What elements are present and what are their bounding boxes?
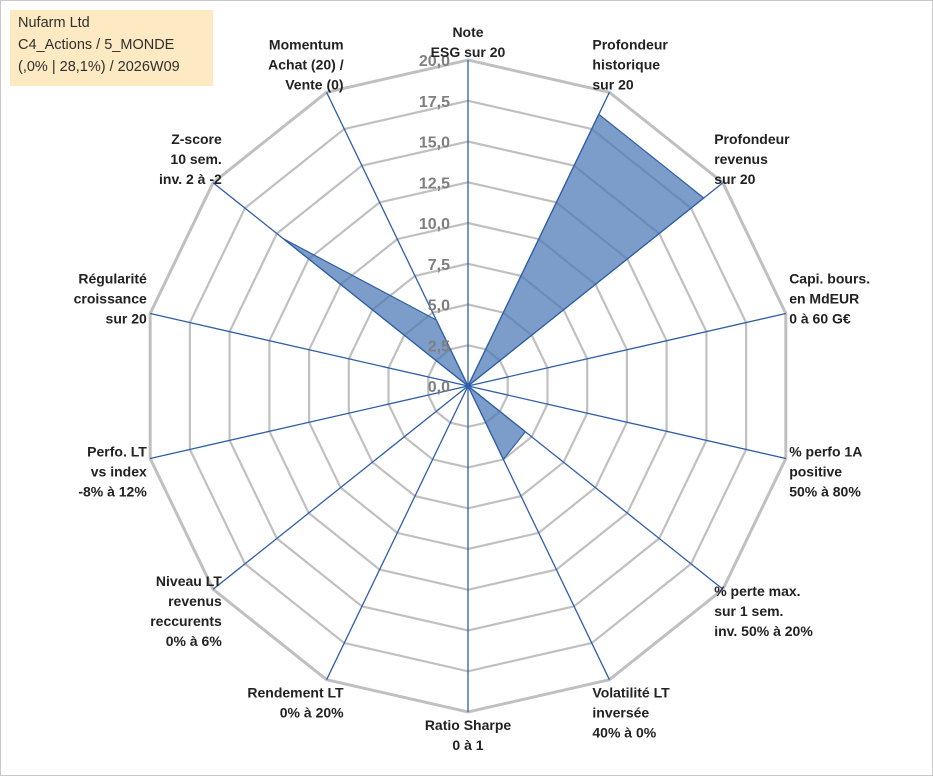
axis-label-line: 0 à 1	[452, 737, 483, 753]
axis-label-line: Vente (0)	[285, 76, 343, 92]
axis-spoke	[467, 385, 786, 460]
axis-label-line: 0% à 6%	[166, 633, 223, 649]
axis-label-line: Momentum	[269, 36, 344, 52]
data-area	[282, 113, 705, 461]
axis-label-line: Rendement LT	[247, 685, 344, 701]
axis-label-line: vs index	[91, 463, 147, 479]
axis-label-line: en MdEUR	[789, 291, 859, 307]
axis-label-line: Profondeur	[714, 131, 790, 147]
axis-label: Momentum Achat (20) / Vente (0)	[268, 36, 344, 92]
tick-label: 2,5	[428, 338, 450, 355]
axis-label-line: Niveau LT	[156, 573, 222, 589]
info-box: Nufarm Ltd C4_Actions / 5_MONDE (,0% | 2…	[10, 10, 213, 86]
axis-label: Perfo. LT vs index -8% à 12%	[78, 443, 147, 499]
axis-label-line: positive	[789, 463, 842, 479]
axis-label-line: -8% à 12%	[78, 483, 147, 499]
tick-label: 12,5	[419, 175, 450, 192]
axis-label-line: Z-score	[171, 131, 222, 147]
axis-spoke	[150, 312, 469, 387]
axis-label-line: sur 20	[106, 311, 147, 327]
axis-label-line: Régularité	[78, 271, 147, 287]
axis-label-line: 10 sem.	[170, 151, 221, 167]
axis-label-line: sur 1 sem.	[714, 603, 783, 619]
tick-label: 0,0	[428, 379, 450, 396]
axis-label: Rendement LT 0% à 20%	[247, 685, 344, 721]
axis-label-line: Ratio Sharpe	[425, 717, 512, 733]
tick-layer: 0,0 2,5 5,0 7,5 10,0 12,5 15,0 17,5 20,0	[419, 53, 450, 396]
tick-label: 10,0	[419, 216, 450, 233]
axis-label-line: inv. 2 à -2	[159, 171, 222, 187]
label-layer: Note ESG sur 20 Profondeur historique sur 20…	[74, 24, 870, 753]
axis-label-line: 0 à 60 G€	[789, 311, 851, 327]
axis-label: Note ESG sur 20	[431, 24, 506, 60]
axis-label-line: 0% à 20%	[280, 705, 344, 721]
axis-label-line: Perfo. LT	[87, 443, 147, 459]
axis-label-line: Capi. bours.	[789, 271, 870, 287]
tick-label: 20,0	[419, 53, 450, 70]
axis-label-line: Volatilité LT	[592, 685, 670, 701]
axis-label: Régularité croissance sur 20	[74, 271, 147, 327]
axis-label-line: sur 20	[714, 171, 755, 187]
axis-spoke	[150, 385, 469, 460]
axis-label: Volatilité LT inversée 40% à 0%	[592, 685, 670, 741]
axis-label: Niveau LT revenus reccurents 0% à 6%	[150, 573, 222, 649]
axis-spoke	[212, 385, 469, 590]
axis-spoke	[467, 312, 786, 387]
area-layer	[282, 113, 705, 461]
axis-label-line: revenus	[168, 593, 222, 609]
axis-label: Capi. bours. en MdEUR 0 à 60 G€	[789, 271, 870, 327]
axis-label: % perfo 1A positive 50% à 80%	[789, 443, 862, 499]
axis-label: Profondeur revenus sur 20	[714, 131, 790, 187]
axis-label-line: sur 20	[592, 76, 633, 92]
axis-label: Z-score 10 sem. inv. 2 à -2	[159, 131, 222, 187]
axis-label-line: ESG sur 20	[431, 44, 506, 60]
axis-label-line: Note	[452, 24, 483, 40]
axis-label-line: inversée	[592, 705, 649, 721]
axis-label-line: Achat (20) /	[268, 56, 344, 72]
axis-label-line: % perfo 1A	[789, 443, 862, 459]
axis-label-line: 40% à 0%	[592, 725, 656, 741]
axis-label-line: % perte max.	[714, 583, 800, 599]
axis-label-line: Profondeur	[592, 36, 668, 52]
axis-label: Ratio Sharpe 0 à 1	[425, 717, 512, 753]
tick-label: 17,5	[419, 94, 450, 111]
tick-label: 15,0	[419, 135, 450, 152]
axis-spoke	[326, 385, 469, 680]
tick-label: 7,5	[428, 257, 450, 274]
axis-label-line: historique	[592, 56, 660, 72]
axis-label-line: croissance	[74, 291, 147, 307]
axis-label-line: reccurents	[150, 613, 222, 629]
period-info: (,0% | 28,1%) / 2026W09	[18, 59, 180, 75]
axis-label-line: 50% à 80%	[789, 483, 861, 499]
axis-label: % perte max. sur 1 sem. inv. 50% à 20%	[714, 583, 813, 639]
tick-label: 5,0	[428, 298, 450, 315]
axis-label: Profondeur historique sur 20	[592, 36, 668, 92]
axis-label-line: revenus	[714, 151, 768, 167]
axis-label-line: inv. 50% à 20%	[714, 623, 813, 639]
company-name: Nufarm Ltd	[18, 15, 90, 31]
portfolio-name: C4_Actions / 5_MONDE	[18, 37, 175, 53]
